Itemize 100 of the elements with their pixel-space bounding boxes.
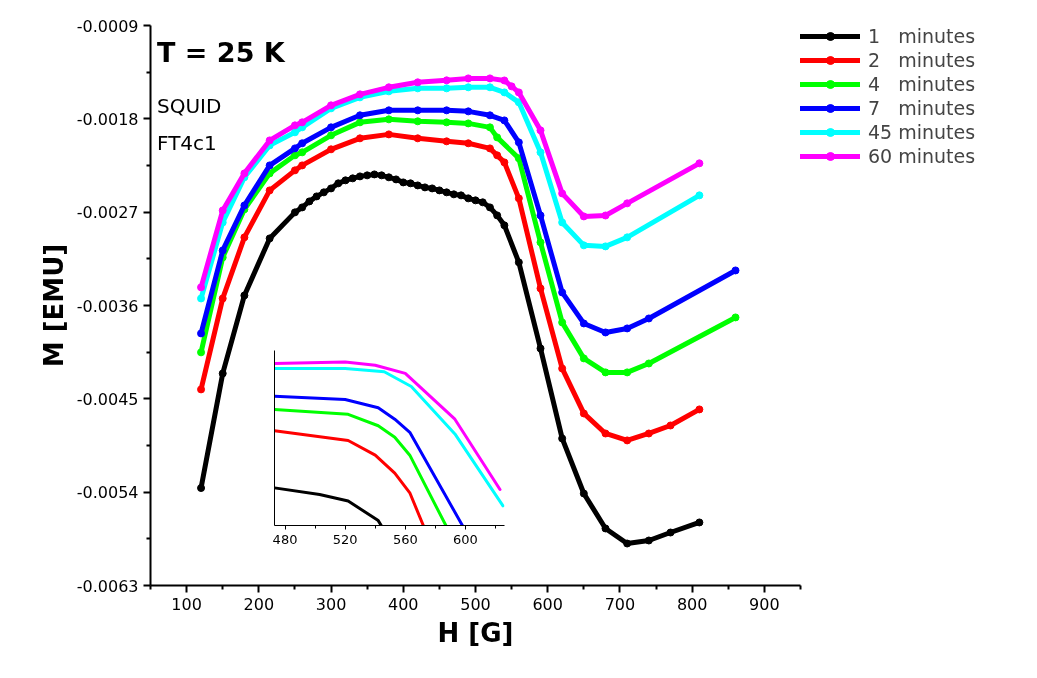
point (442, 76, 451, 85)
point (355, 134, 364, 143)
point (500, 76, 509, 85)
point (413, 181, 422, 190)
point (334, 179, 343, 188)
point (363, 171, 372, 180)
point (298, 148, 307, 157)
annotation: FT4c1 (157, 130, 217, 155)
point (392, 175, 401, 184)
point (197, 283, 206, 292)
point (442, 118, 451, 127)
point (384, 130, 393, 139)
point (265, 234, 274, 243)
point (442, 84, 451, 93)
point (601, 211, 610, 220)
point (312, 192, 321, 201)
y-tick-label: -0.0018 (76, 109, 139, 129)
point (644, 429, 653, 438)
point (355, 172, 364, 181)
point (514, 138, 523, 147)
point (623, 539, 632, 548)
point (298, 161, 307, 170)
y-tick-label: -0.0027 (76, 203, 139, 223)
point (464, 83, 473, 92)
point (384, 83, 393, 92)
point (485, 74, 494, 83)
point (464, 119, 473, 128)
point (558, 434, 567, 443)
point (428, 184, 437, 193)
x-axis-title: H [G] (437, 617, 514, 648)
point (558, 364, 567, 373)
x-tick-label: 600 (532, 594, 563, 614)
point (644, 359, 653, 368)
point (197, 484, 206, 493)
point (240, 169, 249, 178)
point (327, 131, 336, 140)
point (666, 421, 675, 430)
point (493, 133, 502, 142)
point (536, 126, 545, 135)
point (355, 118, 364, 127)
point (695, 518, 704, 527)
y-axis-title: M [EMU] (38, 243, 69, 368)
x-tick-label: 800 (676, 594, 708, 614)
point (327, 145, 336, 154)
x-tick-label: 560 (392, 531, 418, 547)
point (413, 117, 422, 126)
point (240, 201, 249, 210)
point (623, 368, 632, 377)
legend-label: 7 minutes (868, 97, 976, 119)
point (240, 291, 249, 300)
point (399, 178, 408, 187)
point (197, 329, 206, 338)
point (485, 123, 494, 132)
point (536, 284, 545, 293)
point (327, 123, 336, 132)
point (500, 221, 509, 230)
point (240, 233, 249, 242)
annotation: SQUID (157, 94, 222, 119)
point (464, 194, 473, 203)
point (218, 246, 227, 255)
point (457, 191, 466, 200)
point (265, 186, 274, 195)
point (413, 78, 422, 87)
point (579, 409, 588, 418)
point (695, 159, 704, 168)
point (384, 106, 393, 115)
point (507, 82, 516, 91)
point (485, 203, 494, 212)
point (579, 212, 588, 221)
point (218, 294, 227, 303)
point (695, 191, 704, 200)
point (420, 183, 429, 192)
point (478, 198, 487, 207)
y-tick-label: -0.0063 (76, 576, 139, 596)
point (464, 107, 473, 116)
point (514, 194, 523, 203)
point (485, 83, 494, 92)
point (536, 211, 545, 220)
point (197, 385, 206, 394)
point (601, 242, 610, 251)
point (514, 88, 523, 97)
point (623, 199, 632, 208)
x-tick-label: 480 (272, 531, 298, 547)
point (623, 233, 632, 242)
point (442, 106, 451, 115)
point (370, 170, 379, 179)
point (413, 134, 422, 143)
point (558, 189, 567, 198)
x-tick-label: 900 (749, 594, 780, 614)
x-tick-label: 600 (453, 531, 478, 547)
point (601, 368, 610, 377)
point (449, 190, 458, 199)
legend-label: 4 minutes (868, 73, 976, 95)
point (384, 115, 393, 124)
point (485, 144, 494, 153)
point (493, 211, 502, 220)
point (500, 88, 509, 97)
point (536, 344, 545, 353)
point (666, 528, 675, 537)
x-tick-label: 100 (171, 594, 202, 614)
